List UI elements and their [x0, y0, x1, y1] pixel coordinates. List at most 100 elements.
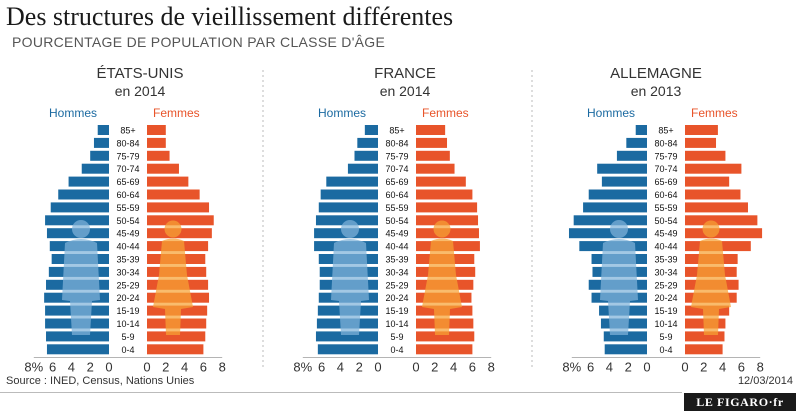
bar-women	[685, 344, 723, 355]
x-tick-label: 0	[105, 359, 112, 374]
age-label: 30-34	[116, 267, 139, 277]
woman-head-icon	[164, 220, 182, 238]
bar-women	[685, 176, 730, 187]
x-tick-label: 4	[450, 359, 457, 374]
bar-men	[354, 150, 378, 161]
age-label: 35-39	[116, 255, 139, 265]
bar-men	[58, 189, 109, 200]
age-label: 0-4	[121, 345, 134, 355]
bar-men	[318, 202, 378, 213]
age-label: 85+	[120, 126, 135, 136]
age-label: 70-74	[116, 164, 139, 174]
age-label: 45-49	[116, 229, 139, 239]
woman-body-icon	[422, 238, 462, 335]
bar-women	[147, 189, 200, 200]
bar-women	[416, 125, 446, 135]
x-tick-label: 8%	[562, 359, 581, 374]
age-label: 5-9	[390, 332, 403, 342]
age-label: 5-9	[121, 332, 134, 342]
bar-women	[416, 202, 478, 213]
bar-women	[147, 163, 179, 174]
bar-men	[315, 331, 378, 342]
x-tick-label: 8	[757, 359, 764, 374]
bar-women	[147, 331, 206, 342]
age-label: 25-29	[116, 280, 139, 290]
bar-women	[147, 150, 170, 161]
age-label: 55-59	[654, 203, 677, 213]
bar-women	[147, 125, 166, 135]
age-label: 65-69	[654, 177, 677, 187]
age-label: 35-39	[654, 255, 677, 265]
age-label: 15-19	[654, 306, 677, 316]
legend-women-label: Femmes	[691, 106, 738, 120]
chart-subtitle: POURCENTAGE DE POPULATION PAR CLASSE D'Â…	[12, 34, 386, 50]
bar-men	[81, 163, 109, 174]
woman-body-icon	[691, 238, 731, 335]
age-label: 25-29	[385, 280, 408, 290]
age-label: 10-14	[116, 319, 139, 329]
legend-men-label: Hommes	[318, 106, 366, 120]
legend-women-label: Femmes	[422, 106, 469, 120]
age-label: 20-24	[654, 293, 677, 303]
bar-men	[583, 202, 647, 213]
chart-title: Des structures de vieillissement différe…	[6, 2, 454, 31]
panel-title: FRANCE	[374, 65, 436, 82]
bar-women	[147, 344, 204, 355]
age-label: 15-19	[385, 306, 408, 316]
age-label: 45-49	[385, 229, 408, 239]
x-tick-label: 8	[488, 359, 495, 374]
x-tick-label: 2	[625, 359, 632, 374]
x-tick-label: 2	[356, 359, 363, 374]
age-label: 85+	[658, 126, 673, 136]
x-tick-label: 6	[318, 359, 325, 374]
panel-subtitle: en 2013	[631, 83, 682, 99]
silhouette-figures	[331, 220, 462, 335]
man-body-icon	[62, 239, 100, 335]
bar-women	[416, 331, 475, 342]
x-tick-label: 2	[700, 359, 707, 374]
bar-men	[597, 163, 647, 174]
man-head-icon	[72, 220, 90, 238]
age-label: 85+	[389, 126, 404, 136]
bar-men	[97, 125, 109, 135]
publication-date: 12/03/2014	[737, 375, 793, 387]
bar-men	[45, 215, 109, 226]
man-body-icon	[600, 239, 638, 335]
age-label: 10-14	[385, 319, 408, 329]
x-tick-label: 0	[681, 359, 688, 374]
x-tick-label: 6	[200, 359, 207, 374]
bar-men	[357, 137, 378, 148]
bar-women	[685, 202, 748, 213]
bar-women	[416, 137, 448, 148]
bar-men	[46, 344, 109, 355]
bar-men	[320, 189, 378, 200]
x-tick-label: 2	[87, 359, 94, 374]
age-label: 50-54	[654, 216, 677, 226]
age-label: 40-44	[654, 242, 677, 252]
bar-women	[685, 150, 726, 161]
age-label: 50-54	[116, 216, 139, 226]
x-tick-label: 4	[181, 359, 188, 374]
silhouette-figures	[600, 220, 731, 335]
x-tick-label: 6	[469, 359, 476, 374]
bar-men	[68, 176, 109, 187]
bar-women	[685, 137, 717, 148]
x-tick-label: 6	[738, 359, 745, 374]
x-tick-label: 8	[219, 359, 226, 374]
age-label: 45-49	[654, 229, 677, 239]
x-tick-label: 2	[162, 359, 169, 374]
bar-women	[685, 215, 758, 226]
x-tick-label: 6	[49, 359, 56, 374]
x-tick-label: 0	[143, 359, 150, 374]
x-tick-label: 8%	[24, 359, 43, 374]
man-body-icon	[331, 239, 369, 335]
age-label: 0-4	[659, 345, 672, 355]
legend-women-label: Femmes	[153, 106, 200, 120]
source-note: Source : INED, Census, Nations Unies	[6, 375, 195, 387]
x-tick-label: 4	[719, 359, 726, 374]
age-label: 65-69	[385, 177, 408, 187]
age-label: 40-44	[116, 242, 139, 252]
bar-women	[685, 228, 763, 239]
panel-title: ALLEMAGNE	[610, 65, 702, 82]
age-label: 15-19	[116, 306, 139, 316]
